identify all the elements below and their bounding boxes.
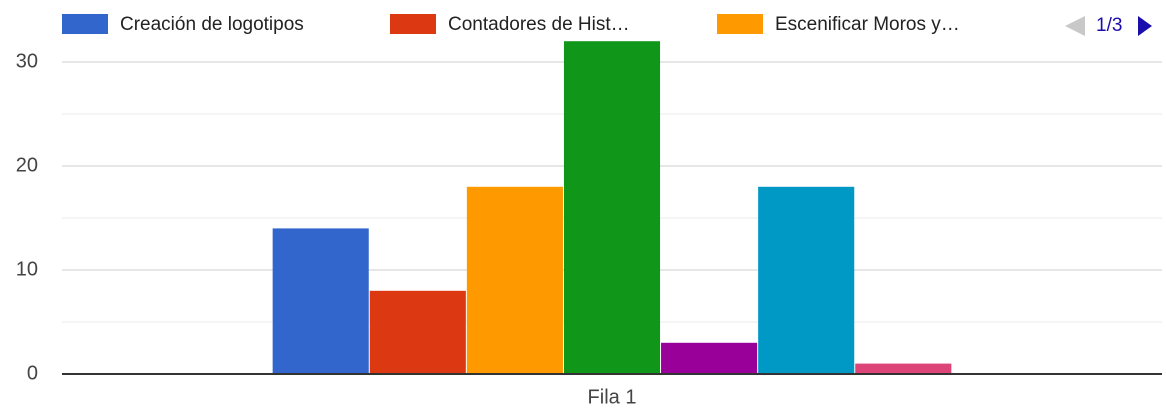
bar (563, 41, 661, 374)
legend-swatch (390, 14, 436, 34)
y-tick-label: 30 (16, 50, 38, 72)
legend-page: 1/3 (1096, 15, 1122, 36)
bar (272, 228, 369, 374)
bar (758, 186, 855, 374)
bar (855, 363, 952, 374)
y-tick-label: 20 (16, 154, 38, 176)
legend-swatch (717, 14, 763, 34)
legend-prev[interactable] (1065, 16, 1085, 36)
bar (369, 290, 466, 374)
legend-next[interactable] (1138, 16, 1152, 36)
bar (466, 186, 563, 374)
legend-swatch (62, 14, 108, 34)
x-tick-label: Fila 1 (588, 386, 637, 408)
y-tick-label: 0 (27, 362, 38, 384)
legend-label: Escenificar Moros y… (775, 14, 960, 35)
legend-label: Creación de logotipos (120, 14, 304, 35)
legend-label: Contadores de Hist… (448, 14, 630, 35)
bar (661, 342, 758, 374)
y-tick-label: 10 (16, 258, 38, 280)
